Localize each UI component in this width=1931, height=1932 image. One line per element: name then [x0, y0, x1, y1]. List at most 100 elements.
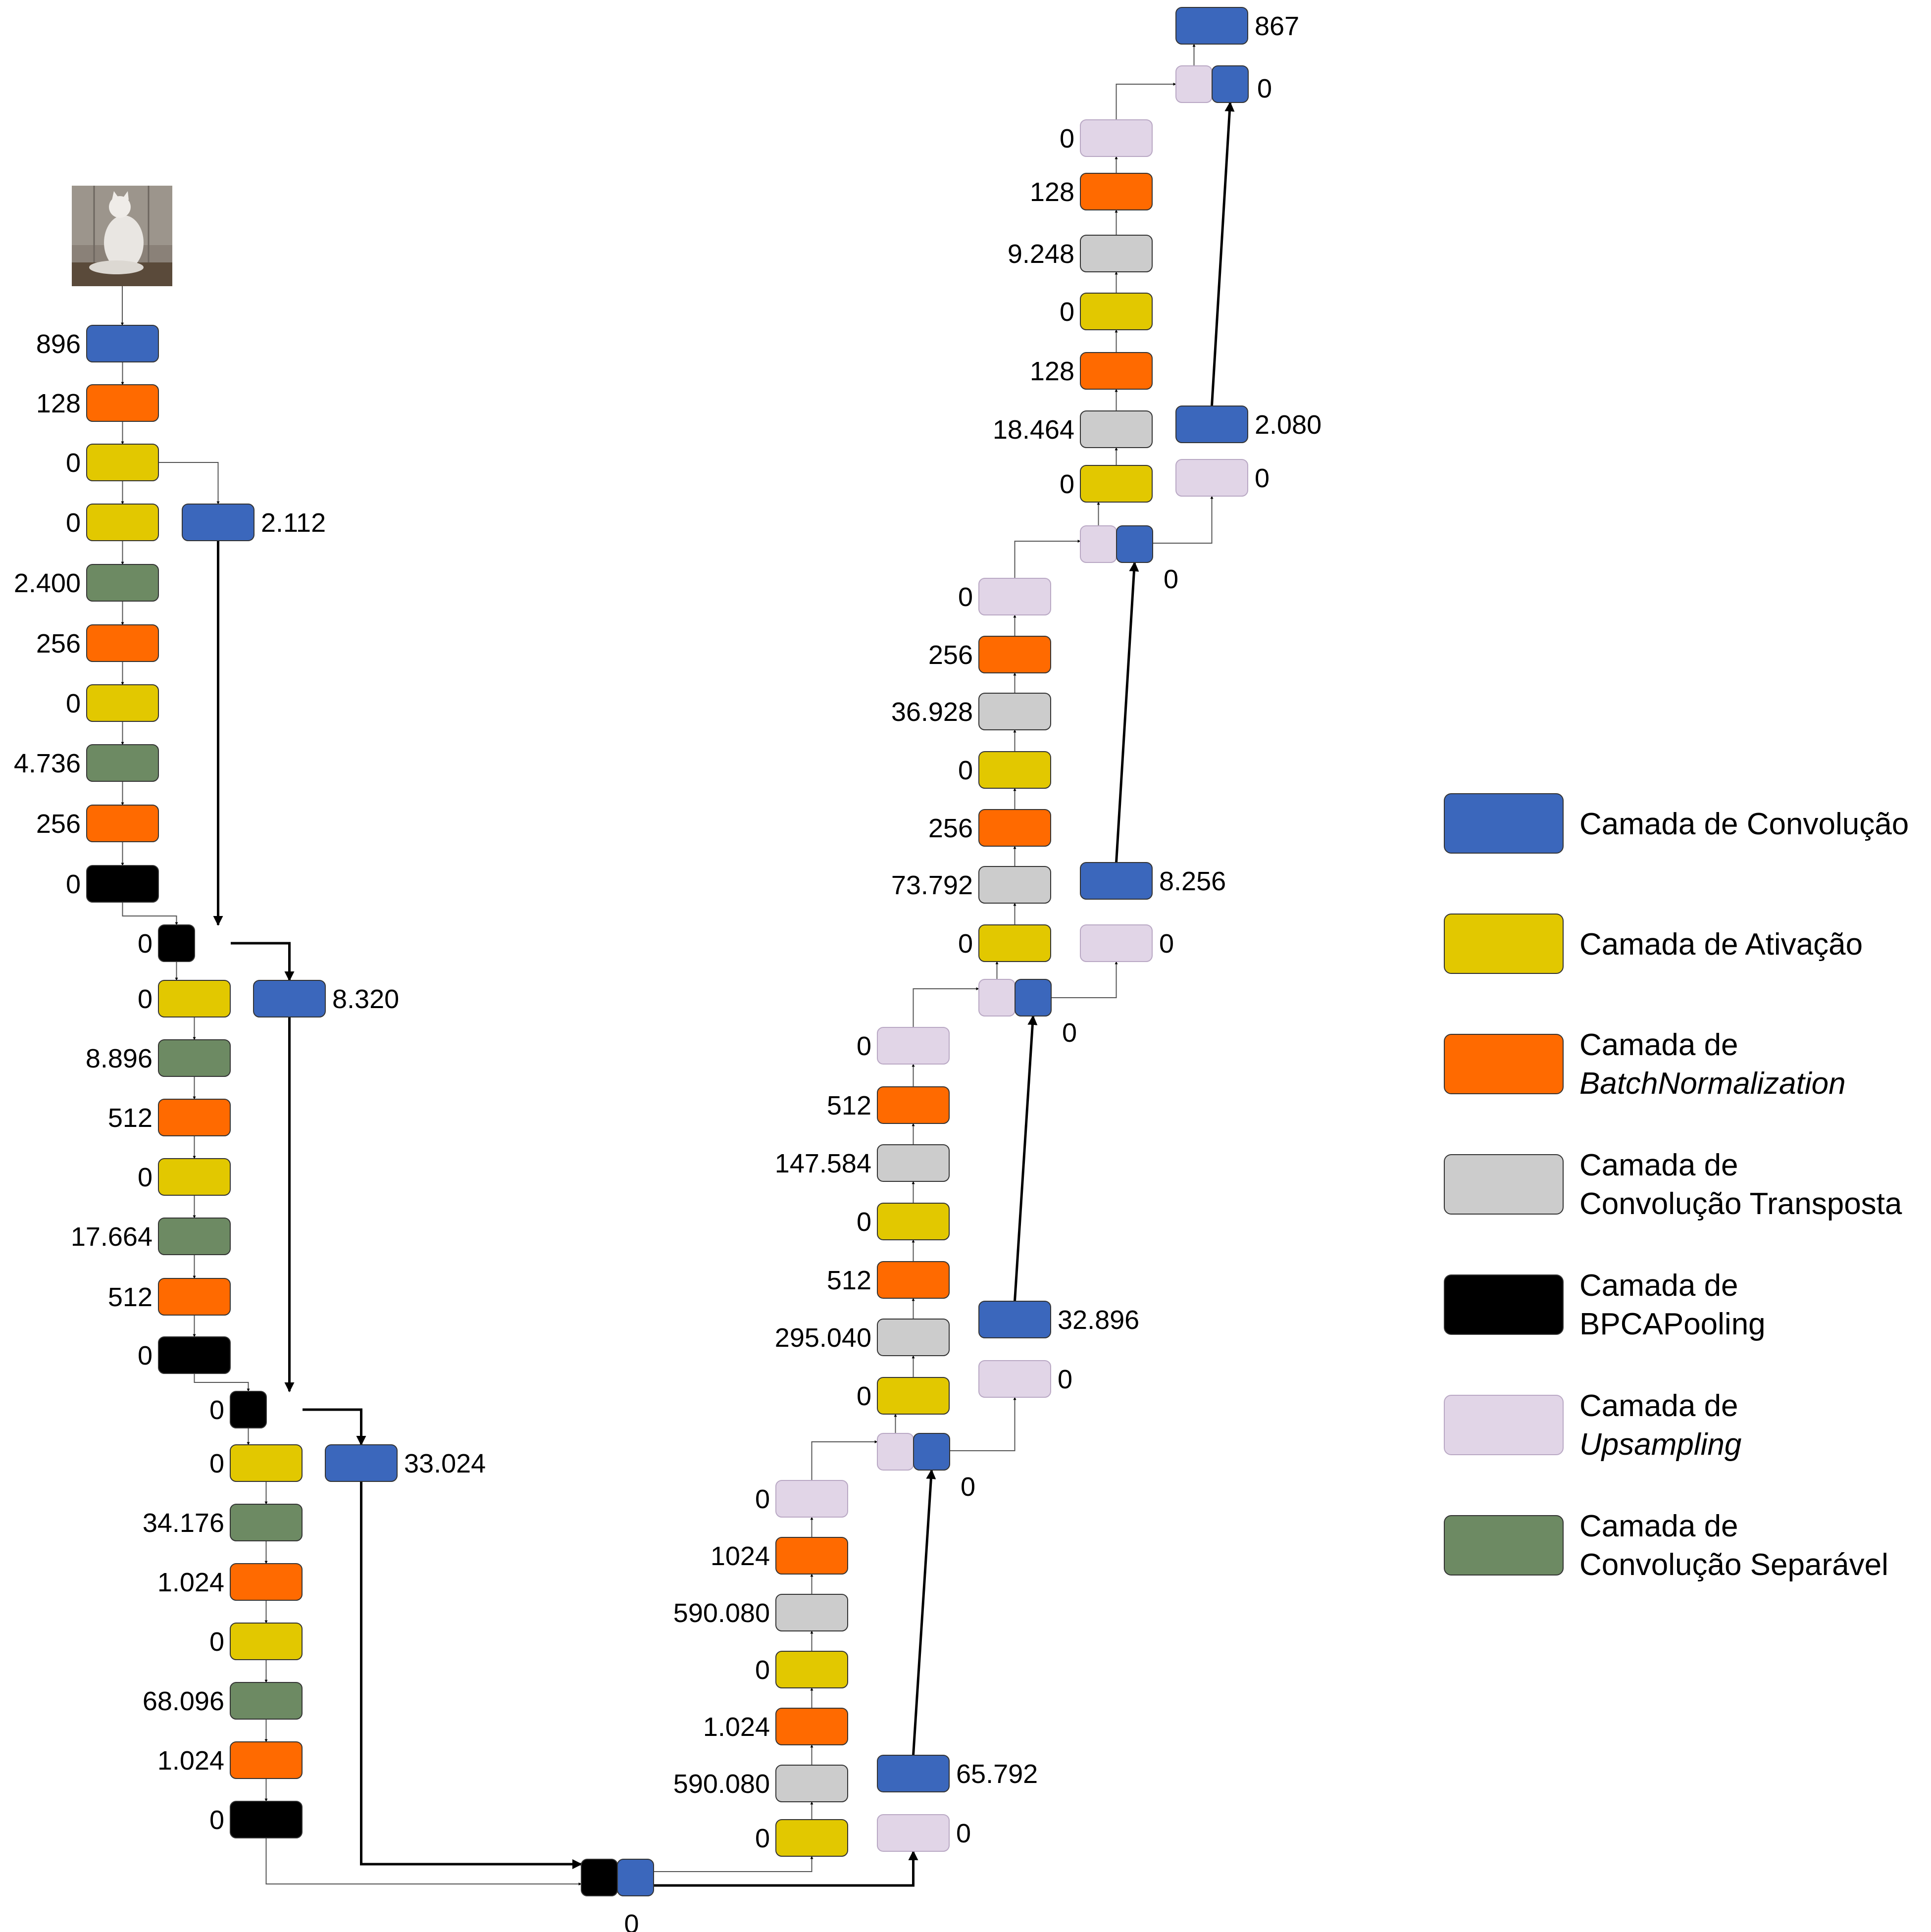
- up-layer: [877, 1814, 950, 1852]
- param-count: 0: [66, 689, 81, 718]
- connection-arrow: [360, 1481, 582, 1869]
- act-layer: [230, 1623, 303, 1660]
- legend-swatch-conv: [1444, 793, 1564, 854]
- sep-layer: [158, 1039, 231, 1077]
- act-layer: [877, 1377, 950, 1415]
- up-layer: [1175, 459, 1248, 497]
- connection-arrow: [1051, 961, 1118, 998]
- up-layer: [877, 1433, 914, 1471]
- param-count: 0: [1058, 1365, 1072, 1394]
- connection-arrow: [265, 1838, 582, 1885]
- bn-layer: [877, 1261, 950, 1299]
- param-count: 0: [857, 1207, 871, 1237]
- legend-label-bn: BatchNormalization: [1579, 1067, 1846, 1101]
- param-count: 0: [138, 1341, 152, 1371]
- conv-layer: [1015, 979, 1052, 1017]
- conv-layer: [617, 1859, 654, 1896]
- up-layer: [978, 1360, 1051, 1398]
- up-layer: [1080, 525, 1117, 563]
- legend-label-up: Upsampling: [1579, 1427, 1741, 1462]
- pool-layer: [230, 1801, 303, 1838]
- param-count: 512: [827, 1266, 871, 1295]
- pool-layer: [86, 865, 159, 903]
- bn-layer: [86, 805, 159, 842]
- connection-arrow: [1014, 540, 1081, 578]
- cat-head: [109, 196, 131, 218]
- param-count: 0: [209, 1395, 224, 1425]
- bn-layer: [775, 1537, 848, 1575]
- param-count: 0: [958, 582, 973, 612]
- param-count: 8.320: [332, 984, 399, 1014]
- bn-layer: [86, 624, 159, 662]
- input-image: [72, 186, 172, 286]
- connection-arrow: [950, 1397, 1016, 1451]
- act-layer: [877, 1203, 950, 1240]
- param-count: 0: [209, 1449, 224, 1478]
- conv-layer: [1175, 406, 1248, 443]
- conv-layer: [1080, 862, 1153, 900]
- param-count: 128: [36, 389, 81, 418]
- param-count: 0: [956, 1819, 971, 1848]
- param-count: 0: [66, 869, 81, 899]
- conv-layer: [877, 1755, 950, 1792]
- param-count: 590.080: [673, 1769, 770, 1799]
- legend-label-tconv: Convolução Transposta: [1579, 1187, 1902, 1221]
- param-count: 8.256: [1159, 866, 1226, 896]
- up-layer: [775, 1480, 848, 1518]
- legend-swatch-bn: [1444, 1034, 1564, 1094]
- param-count: 0: [1060, 297, 1074, 327]
- connection-arrow: [1115, 561, 1139, 863]
- act-layer: [1080, 465, 1153, 503]
- param-count: 512: [108, 1103, 152, 1133]
- cat-body: [104, 215, 144, 270]
- legend-label-pool: Camada de: [1579, 1269, 1738, 1303]
- param-count: 0: [138, 929, 152, 959]
- param-count: 8.896: [86, 1044, 152, 1073]
- up-layer: [1175, 65, 1213, 103]
- connection-arrow: [122, 902, 178, 925]
- param-count: 0: [66, 448, 81, 478]
- tconv-layer: [877, 1319, 950, 1356]
- conv-layer: [978, 1301, 1051, 1338]
- pool-layer: [230, 1391, 267, 1428]
- act-layer: [158, 980, 231, 1017]
- act-layer: [775, 1819, 848, 1857]
- sep-layer: [86, 564, 159, 602]
- bn-layer: [877, 1086, 950, 1124]
- conv-layer: [182, 504, 254, 541]
- legend-label-pool: BPCAPooling: [1579, 1307, 1766, 1341]
- param-count: 0: [1062, 1018, 1077, 1048]
- param-count: 590.080: [673, 1598, 770, 1628]
- param-count: 0: [1060, 469, 1074, 499]
- param-count: 0: [138, 984, 152, 1014]
- tconv-layer: [877, 1144, 950, 1182]
- param-count: 2.112: [261, 508, 326, 538]
- param-count: 0: [1060, 124, 1074, 153]
- up-layer: [1080, 924, 1153, 962]
- legend-label-sep: Camada de: [1579, 1509, 1738, 1543]
- bn-layer: [1080, 352, 1153, 390]
- param-count: 128: [1030, 356, 1074, 386]
- bn-layer: [158, 1278, 231, 1316]
- legend: Camada de Convolução Camada de Ativação Ca…: [1444, 793, 1909, 1582]
- param-count: 1.024: [703, 1712, 770, 1742]
- param-count: 0: [66, 508, 81, 538]
- legend-swatch-sep: [1444, 1515, 1564, 1576]
- act-layer: [86, 684, 159, 722]
- param-count: 295.040: [775, 1323, 871, 1353]
- param-count: 0: [1164, 564, 1178, 594]
- param-count: 0: [209, 1627, 224, 1657]
- connection-arrow: [158, 462, 220, 505]
- sep-layer: [158, 1218, 231, 1255]
- tconv-layer: [978, 866, 1051, 904]
- act-layer: [230, 1444, 303, 1482]
- param-count: 128: [1030, 177, 1074, 207]
- connection-arrow: [654, 1856, 813, 1872]
- connection-arrow: [303, 1408, 366, 1446]
- connection-arrow: [194, 1373, 250, 1392]
- legend-label-act: Camada de Ativação: [1579, 927, 1863, 962]
- param-count: 0: [857, 1381, 871, 1411]
- param-count: 0: [755, 1484, 770, 1514]
- act-layer: [86, 504, 159, 541]
- bn-layer: [230, 1741, 303, 1779]
